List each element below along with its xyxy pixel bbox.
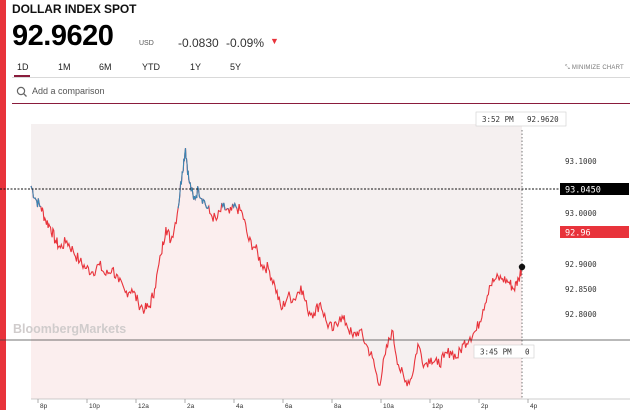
price-change-percent: -0.09% [226,36,265,50]
page-title: DOLLAR INDEX SPOT [12,2,137,16]
minimize-icon: ⤡ [565,65,572,71]
last-price-dot [518,263,526,271]
tab-1m[interactable]: 1M [58,62,71,72]
last-price-badge [560,226,629,238]
last-price-label: 92.96 [565,229,591,239]
x-tick-label: 2p [481,403,489,410]
x-tick-label: 12p [432,403,443,410]
x-tick-label: 8a [334,403,342,410]
tab-5y[interactable]: 5Y [230,62,242,72]
x-axis-ticks: 8p 10p 12a 2a 4a 6a 8a 10a 12p 2p 4p [37,399,538,410]
crosshair-top-box [475,111,567,127]
tab-1d[interactable]: 1D [17,62,29,72]
accent-bar [0,0,6,410]
search-icon [16,86,27,97]
prev-close-badge [560,183,629,195]
x-tick-label: 4p [530,403,538,410]
currency-label: USD [139,40,154,47]
price-chart: 93.0450 92.96 93.1000 93.0000 92.9000 92… [0,111,630,410]
price-change: -0.0830 [178,36,219,50]
comparison-input[interactable] [32,83,332,99]
x-tick-label: 2a [187,403,195,410]
y-tick-label: 92.8500 [565,285,597,294]
prev-close-label: 93.0450 [565,186,601,196]
tabs-divider [12,77,630,78]
y-tick-label: 93.1000 [565,157,597,166]
watermark: BloombergMarkets [13,322,126,336]
crosshair-top-value: 92.9620 [527,115,559,124]
down-triangle-icon: ▼ [270,36,279,46]
crosshair-bottom-value: 0 [525,348,530,357]
x-tick-label: 10p [89,403,100,410]
active-tab-indicator [14,75,30,77]
x-tick-label: 10a [383,403,394,410]
x-tick-label: 8p [40,403,48,410]
search-underline [12,103,630,104]
comparison-search [12,81,630,103]
minimize-label: MINIMIZE CHART [571,65,624,71]
price-area [31,148,522,399]
crosshair-top-time: 3:52 PM [482,115,514,124]
minimize-chart-button[interactable]: ⤡ MINIMIZE CHART [565,65,624,72]
price-line [30,148,523,387]
tab-ytd[interactable]: YTD [142,62,160,72]
x-tick-label: 12a [138,403,149,410]
crosshair-bottom-time: 3:45 PM [480,348,512,357]
y-tick-label: 93.0000 [565,209,597,218]
x-tick-label: 6a [285,403,293,410]
last-price: 92.9620 [12,20,114,52]
tab-6m[interactable]: 6M [99,62,112,72]
crosshair-bottom-box [473,344,535,359]
y-tick-label: 92.8000 [565,310,597,319]
x-tick-label: 4a [236,403,244,410]
tab-1y[interactable]: 1Y [190,62,202,72]
y-tick-label: 92.9000 [565,260,597,269]
